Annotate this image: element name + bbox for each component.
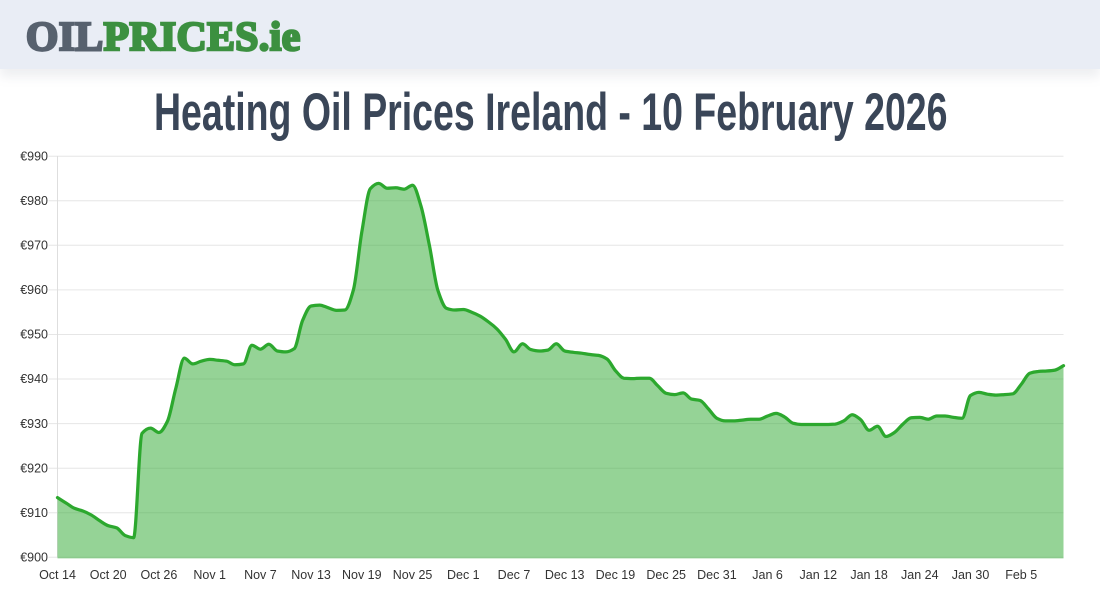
svg-text:Nov 25: Nov 25: [393, 568, 433, 582]
svg-text:Jan 18: Jan 18: [850, 568, 888, 582]
svg-text:€910: €910: [20, 506, 48, 520]
svg-text:Oct 20: Oct 20: [90, 568, 127, 582]
svg-text:€930: €930: [20, 417, 48, 431]
svg-text:Feb 5: Feb 5: [1005, 568, 1037, 582]
svg-text:€940: €940: [20, 372, 48, 386]
svg-text:Dec 31: Dec 31: [697, 568, 737, 582]
svg-text:€920: €920: [20, 461, 48, 475]
svg-text:€960: €960: [20, 283, 48, 297]
svg-text:Dec 13: Dec 13: [545, 568, 585, 582]
svg-text:Oct 26: Oct 26: [140, 568, 177, 582]
svg-text:€980: €980: [20, 194, 48, 208]
svg-text:Oct 14: Oct 14: [39, 568, 76, 582]
svg-text:Jan 30: Jan 30: [952, 568, 990, 582]
svg-text:Jan 24: Jan 24: [901, 568, 939, 582]
svg-text:€970: €970: [20, 239, 48, 253]
svg-text:Dec 25: Dec 25: [646, 568, 686, 582]
svg-text:€900: €900: [20, 551, 48, 565]
svg-text:Jan 12: Jan 12: [800, 568, 838, 582]
svg-text:Dec 19: Dec 19: [596, 568, 636, 582]
svg-text:Dec 1: Dec 1: [447, 568, 480, 582]
svg-text:Nov 7: Nov 7: [244, 568, 277, 582]
svg-text:Nov 19: Nov 19: [342, 568, 382, 582]
svg-text:Nov 13: Nov 13: [291, 568, 331, 582]
svg-text:Nov 1: Nov 1: [193, 568, 226, 582]
svg-text:Dec 7: Dec 7: [498, 568, 531, 582]
svg-text:Jan 6: Jan 6: [752, 568, 783, 582]
svg-text:€990: €990: [20, 149, 48, 163]
svg-text:€950: €950: [20, 328, 48, 342]
